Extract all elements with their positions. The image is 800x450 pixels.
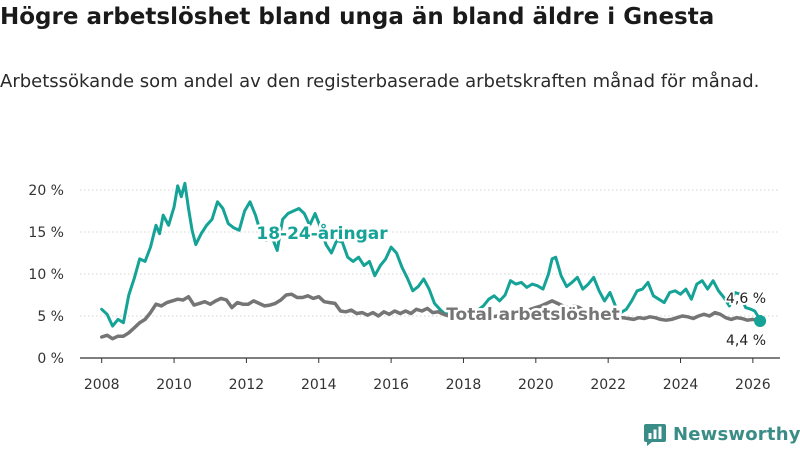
series-line-total: [99, 292, 762, 341]
newsworthy-logo[interactable]: Newsworthy: [643, 420, 800, 448]
x-tick-label: 2008: [84, 377, 120, 393]
chart-title: Högre arbetslöshet bland unga än bland ä…: [0, 4, 715, 30]
x-tick-label: 2018: [446, 377, 482, 393]
end-value-label-total: 4,4 %: [726, 333, 766, 349]
y-tick-label: 15 %: [28, 225, 64, 241]
y-tick-label: 10 %: [28, 267, 64, 283]
chart-subtitle: Arbetssökande som andel av den registerb…: [0, 71, 760, 92]
series-label-total: Total arbetslöshet: [446, 305, 620, 325]
x-tick-label: 2024: [663, 377, 699, 393]
end-marker-18-24: [757, 316, 764, 323]
x-tick-label: 2022: [590, 377, 626, 393]
series-label-18-24: 18-24-åringar: [256, 222, 388, 244]
y-tick-label: 20 %: [28, 183, 64, 199]
x-tick-label: 2014: [301, 377, 337, 393]
x-tick-label: 2026: [735, 377, 771, 393]
series-line-18-24: [100, 181, 762, 328]
bar-chart-logo-icon: [644, 424, 666, 446]
x-tick-label: 2016: [373, 377, 409, 393]
end-value-label-18-24: 4,6 %: [726, 291, 766, 307]
y-tick-label: 0 %: [37, 351, 64, 367]
x-tick-label: 2020: [518, 377, 554, 393]
x-tick-label: 2012: [229, 377, 265, 393]
x-tick-label: 2010: [156, 377, 192, 393]
y-tick-label: 5 %: [37, 309, 64, 325]
brand-name: Newsworthy: [673, 423, 800, 445]
